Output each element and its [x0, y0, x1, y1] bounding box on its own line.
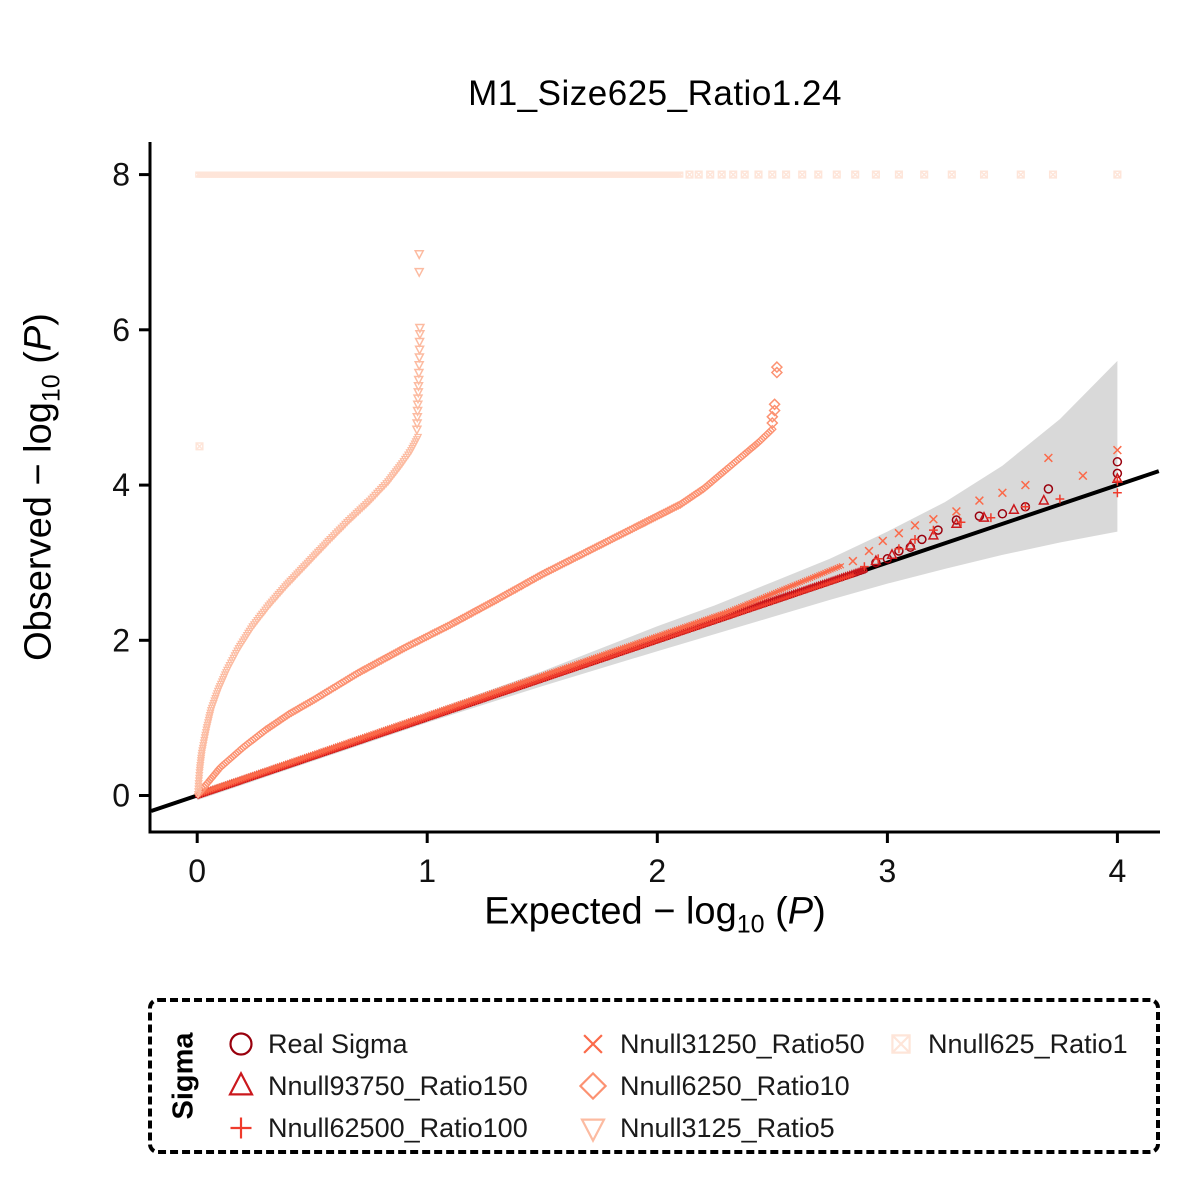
diamond-marker-icon	[578, 1071, 608, 1101]
series-nnull6250-ratio10	[193, 361, 783, 799]
y-axis-label-paren: (	[17, 351, 60, 375]
y-tick-label: 4	[112, 467, 130, 503]
y-axis-label-subscript: 10	[37, 374, 66, 403]
legend-item-label: Nnull3125_Ratio5	[620, 1112, 835, 1143]
x-axis-label: Expected − log10 (P)	[484, 891, 826, 940]
x-axis-label-subscript: 10	[736, 910, 765, 939]
legend-item-nnull31250-ratio50: Nnull31250_Ratio50	[576, 1027, 865, 1061]
y-axis-label: Observed − log10 (P)	[18, 313, 67, 661]
plus-marker-icon	[230, 1117, 252, 1139]
legend-item-label: Nnull62500_Ratio100	[268, 1112, 528, 1143]
qq-plot-canvas: 0 1 2 3 4 0 2 4 6 8	[112, 142, 1160, 889]
legend-item-nnull625-ratio1: Nnull625_Ratio1	[884, 1027, 1128, 1061]
series-nnull62500-ratio100	[195, 476, 1122, 800]
y-axis-label-paren-close: )	[17, 313, 60, 326]
legend-item-label: Real Sigma	[268, 1028, 408, 1059]
page-title: M1_Size625_Ratio1.24	[468, 74, 842, 113]
y-tick-label: 6	[112, 312, 130, 348]
triangle-up-marker-icon	[228, 1071, 254, 1096]
legend-item-nnull6250-ratio10: Nnull6250_Ratio10	[576, 1069, 850, 1103]
series-nnull625-ratio1	[195, 170, 1122, 451]
legend-box: Sigma Real Sigma Nnull93750_Ratio150 Nnull…	[148, 998, 1160, 1154]
x-tick-label: 4	[1109, 853, 1127, 889]
y-axis-label-text: Observed − log	[17, 402, 60, 661]
legend-item-real-sigma: Real Sigma	[224, 1027, 408, 1061]
y-tick-label: 0	[112, 778, 130, 814]
confidence-band	[197, 360, 1118, 801]
legend-item-nnull62500-ratio100: Nnull62500_Ratio100	[224, 1111, 528, 1145]
legend-item-nnull3125-ratio5: Nnull3125_Ratio5	[576, 1111, 835, 1145]
square-x-marker-icon	[891, 1034, 911, 1054]
y-tick-label: 8	[112, 157, 130, 193]
x-tick-label: 0	[188, 853, 206, 889]
legend-item-label: Nnull93750_Ratio150	[268, 1070, 528, 1101]
legend-item-label: Nnull31250_Ratio50	[620, 1028, 865, 1059]
triangle-down-marker-icon	[580, 1118, 606, 1143]
x-axis-label-variable: P	[787, 890, 814, 933]
legend-item-nnull93750-ratio150: Nnull93750_Ratio150	[224, 1069, 528, 1103]
legend-title: Sigma	[167, 1032, 200, 1120]
circle-marker-icon	[229, 1032, 253, 1056]
x-axis-label-paren-close: )	[813, 890, 826, 933]
series-nnull3125-ratio5	[193, 250, 426, 799]
x-tick-label: 1	[418, 853, 436, 889]
x-tick-label: 2	[648, 853, 666, 889]
x-axis-label-text: Expected − log	[484, 890, 737, 933]
y-tick-label: 2	[112, 622, 130, 658]
legend-item-label: Nnull6250_Ratio10	[620, 1070, 850, 1101]
x-axis-label-paren: (	[764, 890, 788, 933]
legend-item-label: Nnull625_Ratio1	[928, 1028, 1128, 1059]
y-axis-label-variable: P	[17, 325, 60, 352]
x-tick-label: 3	[879, 853, 897, 889]
x-marker-icon	[583, 1034, 603, 1054]
